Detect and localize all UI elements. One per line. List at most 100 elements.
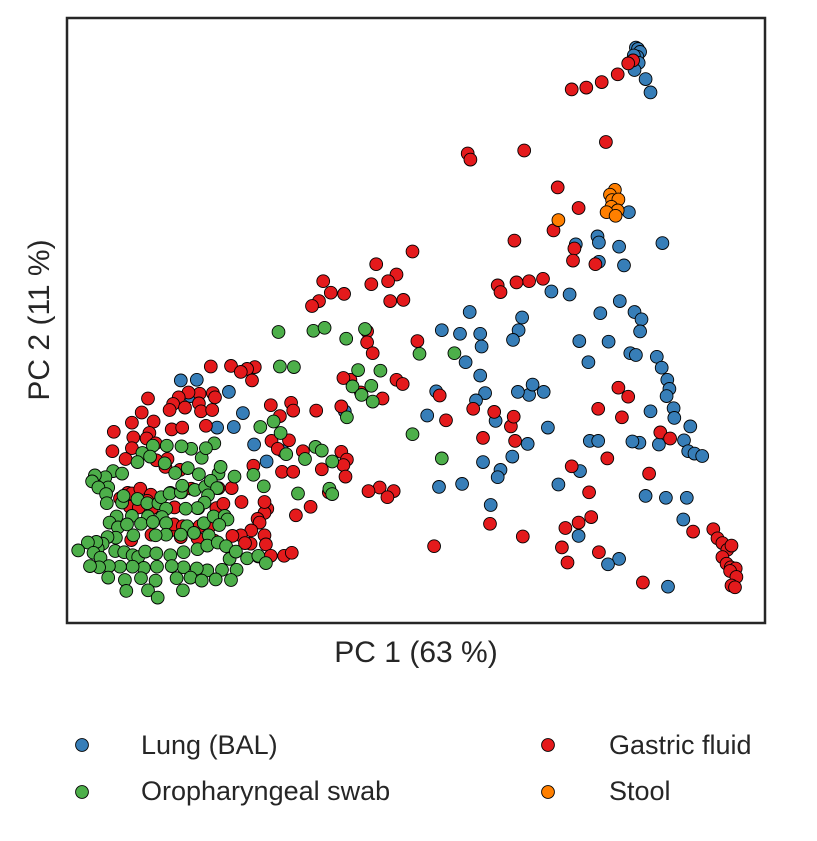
data-point-oropharyngeal-swab-56 — [99, 496, 114, 511]
legend-label-oropharyngeal: Oropharyngeal swab — [141, 776, 390, 806]
data-point-gastric-fluid-29 — [316, 274, 331, 289]
data-point-oropharyngeal-swab-13 — [373, 363, 388, 378]
data-point-gastric-fluid-16 — [588, 257, 603, 272]
data-point-gastric-fluid-139 — [178, 400, 192, 415]
data-point-gastric-fluid-148 — [146, 414, 161, 429]
data-point-gastric-fluid-45 — [309, 403, 324, 418]
data-point-gastric-fluid-102 — [592, 545, 606, 560]
data-point-oropharyngeal-swab-34 — [180, 461, 195, 475]
data-point-gastric-fluid-18 — [536, 271, 550, 286]
data-point-lung-bal-38 — [652, 437, 666, 452]
data-point-gastric-fluid-69 — [487, 405, 502, 419]
data-point-lung-bal-47 — [455, 477, 469, 491]
data-point-gastric-fluid-156 — [105, 444, 120, 459]
data-point-gastric-fluid-22 — [405, 244, 420, 259]
data-point-gastric-fluid-66 — [432, 388, 447, 403]
data-point-lung-bal-28 — [659, 389, 674, 403]
data-point-gastric-fluid-60 — [314, 462, 329, 477]
data-point-oropharyngeal-swab-14 — [365, 394, 380, 409]
data-point-lung-bal-78 — [593, 306, 608, 321]
data-point-oropharyngeal-swab-0 — [273, 359, 287, 374]
data-point-gastric-fluid-7 — [517, 143, 532, 158]
data-point-gastric-fluid-31 — [305, 299, 319, 313]
data-point-oropharyngeal-swab-12 — [351, 363, 365, 377]
data-point-gastric-fluid-44 — [334, 399, 349, 414]
data-point-lung-bal-17 — [544, 284, 559, 299]
data-point-gastric-fluid-71 — [508, 434, 522, 448]
data-point-lung-bal-13 — [612, 239, 626, 254]
data-point-oropharyngeal-swab-128 — [150, 559, 164, 574]
data-point-lung-bal-14 — [655, 236, 670, 250]
data-point-lung-bal-32 — [683, 419, 698, 434]
data-point-gastric-fluid-59 — [286, 464, 301, 479]
data-point-lung-bal-68 — [511, 385, 525, 399]
data-point-lung-bal-91 — [173, 373, 188, 388]
data-point-lung-bal-7 — [638, 72, 653, 86]
legend-label-gastric: Gastric fluid — [609, 730, 752, 760]
data-point-gastric-fluid-28 — [323, 285, 338, 300]
data-point-oropharyngeal-swab-145 — [141, 583, 155, 598]
data-point-oropharyngeal-swab-121 — [259, 556, 273, 570]
data-point-oropharyngeal-swab-30 — [246, 467, 261, 482]
data-point-oropharyngeal-swab-84 — [159, 516, 173, 531]
data-point-lung-bal-65 — [506, 333, 520, 347]
data-point-lung-bal-83 — [420, 408, 435, 423]
data-point-oropharyngeal-swab-35 — [192, 467, 206, 482]
data-point-oropharyngeal-swab-134 — [83, 559, 97, 573]
data-point-lung-bal-43 — [505, 449, 520, 464]
data-point-gastric-fluid-61 — [338, 469, 353, 484]
data-point-gastric-fluid-23 — [369, 257, 384, 272]
data-point-lung-bal-29 — [643, 404, 658, 419]
data-point-oropharyngeal-swab-10 — [354, 388, 369, 402]
data-point-oropharyngeal-swab-141 — [194, 573, 209, 588]
data-point-oropharyngeal-swab-140 — [183, 570, 198, 585]
data-point-gastric-fluid-73 — [600, 451, 615, 466]
data-point-gastric-fluid-5 — [564, 82, 579, 97]
data-point-gastric-fluid-75 — [582, 485, 596, 500]
data-point-oropharyngeal-swab-23 — [279, 447, 294, 462]
data-point-gastric-fluid-135 — [208, 390, 222, 405]
legend-marker-lung — [75, 738, 89, 752]
data-point-gastric-fluid-105 — [515, 529, 530, 544]
x-axis-label: PC 1 (63 %) — [334, 636, 497, 669]
data-point-oropharyngeal-swab-47 — [130, 455, 145, 469]
data-point-oropharyngeal-swab-42 — [174, 439, 189, 454]
data-point-oropharyngeal-swab-83 — [146, 515, 160, 529]
data-point-oropharyngeal-swab-5 — [358, 322, 372, 336]
data-point-oropharyngeal-swab-43 — [159, 438, 174, 453]
data-point-oropharyngeal-swab-135 — [101, 570, 116, 585]
data-point-lung-bal-86 — [210, 420, 224, 435]
data-point-gastric-fluid-21 — [493, 285, 508, 299]
legend-marker-gastric — [541, 738, 555, 752]
data-point-oropharyngeal-swab-16 — [434, 451, 449, 466]
data-point-lung-bal-84 — [571, 529, 586, 543]
data-point-lung-bal-75 — [551, 477, 566, 492]
data-point-gastric-fluid-38 — [410, 334, 425, 348]
data-point-lung-bal-81 — [541, 420, 555, 435]
data-point-lung-bal-88 — [236, 406, 250, 420]
data-point-oropharyngeal-swab-112 — [176, 545, 191, 560]
data-point-oropharyngeal-swab-92 — [187, 526, 201, 540]
data-point-gastric-fluid-86 — [642, 466, 656, 481]
data-point-lung-bal-74 — [432, 480, 446, 494]
legend-marker-oropharyngeal — [75, 785, 89, 799]
data-point-gastric-fluid-157 — [118, 452, 133, 466]
data-point-oropharyngeal-swab-127 — [164, 559, 179, 573]
data-point-gastric-fluid-3 — [594, 75, 609, 89]
data-point-lung-bal-61 — [633, 324, 647, 339]
data-point-lung-bal-60 — [525, 377, 540, 392]
data-point-lung-bal-80 — [661, 579, 675, 594]
data-point-gastric-fluid-39 — [395, 377, 410, 391]
data-point-oropharyngeal-swab-90 — [212, 518, 227, 532]
data-point-gastric-fluid-48 — [263, 398, 278, 413]
points-layer — [71, 40, 744, 605]
data-point-oropharyngeal-swab-119 — [240, 551, 254, 566]
data-point-lung-bal-94 — [259, 454, 274, 469]
data-point-lung-bal-18 — [562, 287, 577, 302]
data-point-gastric-fluid-9 — [463, 152, 478, 167]
data-point-gastric-fluid-19 — [509, 275, 524, 290]
data-point-gastric-fluid-85 — [663, 431, 677, 446]
data-point-gastric-fluid-11 — [571, 201, 586, 215]
